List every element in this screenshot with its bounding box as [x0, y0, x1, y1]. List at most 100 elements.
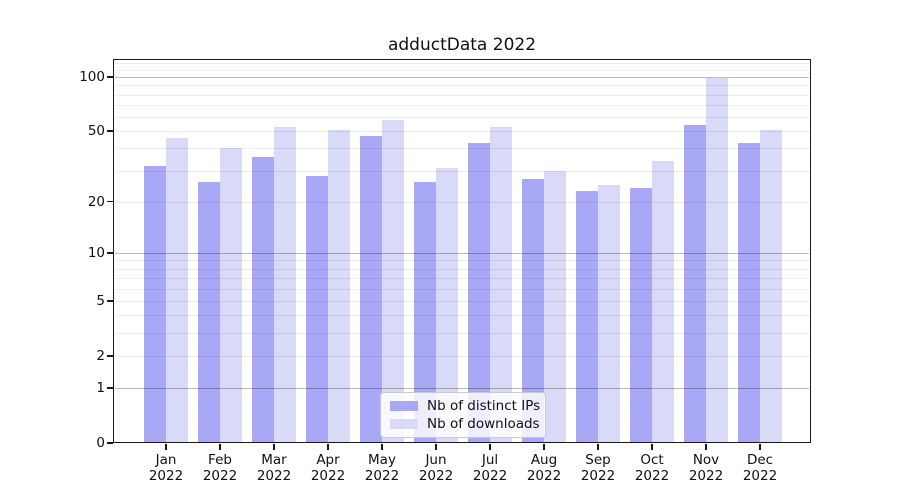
y-tick-label-100: 100: [79, 69, 105, 85]
chart-title: adductData 2022: [387, 35, 537, 55]
x-tick-label-jul: Jul 2022: [460, 452, 520, 484]
legend-label-distinct-ips: Nb of distinct IPs: [427, 398, 541, 414]
y-grid-minor-8: [115, 268, 809, 270]
y-grid-minor-110: [115, 69, 809, 71]
x-tick-label-dec: Dec 2022: [730, 452, 790, 484]
y-tick-2: [107, 355, 113, 357]
x-tick-jun: [435, 444, 437, 450]
y-grid-minor-60: [115, 116, 809, 118]
x-tick-year: 2022: [742, 468, 778, 484]
x-tick-jan: [165, 444, 167, 450]
bar-downloads-jun: [436, 168, 458, 443]
y-tick-50: [107, 130, 113, 132]
x-tick-dec: [759, 444, 761, 450]
y-tick-0: [107, 442, 113, 444]
x-tick-nov: [705, 444, 707, 450]
y-tick-1: [107, 387, 113, 389]
y-tick-label-1: 1: [96, 380, 105, 397]
x-tick-year: 2022: [472, 468, 508, 484]
y-tick-label-5: 5: [96, 292, 105, 309]
y-grid-minor-4: [115, 315, 809, 317]
y-tick-label-2: 2: [96, 347, 105, 364]
legend-swatch-downloads: [390, 419, 418, 429]
x-tick-year: 2022: [256, 468, 292, 484]
bar-distinct-ips-mar: [252, 156, 274, 443]
x-tick-sep: [597, 444, 599, 450]
x-tick-label-sep: Sep 2022: [568, 452, 628, 484]
y-grid-minor-6: [115, 288, 809, 290]
bar-distinct-ips-nov: [684, 125, 706, 443]
bar-downloads-may: [382, 119, 404, 443]
y-tick-label-50: 50: [87, 123, 105, 140]
y-grid-minor-80: [115, 94, 809, 96]
bar-downloads-dec: [760, 129, 782, 443]
x-tick-label-nov: Nov 2022: [676, 452, 736, 484]
y-grid-minor-40: [115, 148, 809, 150]
y-tick-label-10: 10: [87, 244, 105, 261]
y-grid-major-100: [115, 77, 809, 79]
y-tick-label-20: 20: [87, 193, 105, 210]
x-tick-label-oct: Oct 2022: [622, 452, 682, 484]
bar-downloads-jul: [490, 126, 512, 443]
y-grid-minor-7: [115, 278, 809, 280]
bar-distinct-ips-feb: [198, 181, 220, 443]
y-grid-minor-2: [115, 355, 809, 357]
x-tick-year: 2022: [364, 468, 400, 484]
bar-downloads-nov: [706, 77, 728, 443]
x-tick-apr: [327, 444, 329, 450]
bar-downloads-jan: [166, 137, 188, 443]
x-tick-year: 2022: [418, 468, 454, 484]
bar-downloads-mar: [274, 126, 296, 443]
legend-item-downloads: Nb of downloads: [390, 416, 540, 432]
x-tick-label-jan: Jan 2022: [136, 452, 196, 484]
x-tick-year: 2022: [580, 468, 616, 484]
bar-distinct-ips-sep: [576, 190, 598, 443]
x-tick-label-may: May 2022: [352, 452, 412, 484]
y-grid-minor-30: [115, 170, 809, 172]
x-tick-may: [381, 444, 383, 450]
bar-distinct-ips-apr: [306, 175, 328, 443]
bar-downloads-apr: [328, 129, 350, 443]
bar-distinct-ips-dec: [738, 142, 760, 443]
bar-downloads-aug: [544, 170, 566, 443]
bar-downloads-oct: [652, 161, 674, 443]
x-tick-label-aug: Aug 2022: [514, 452, 574, 484]
y-tick-label-0: 0: [96, 435, 105, 451]
y-grid-minor-20: [115, 201, 809, 203]
y-grid-minor-3: [115, 333, 809, 335]
y-grid-major-1: [115, 388, 809, 390]
x-tick-aug: [543, 444, 545, 450]
bar-distinct-ips-jul: [468, 142, 490, 443]
y-tick-10: [107, 252, 113, 254]
legend-swatch-distinct-ips: [390, 401, 418, 411]
x-tick-year: 2022: [526, 468, 562, 484]
x-tick-oct: [651, 444, 653, 450]
y-grid-minor-50: [115, 131, 809, 133]
x-tick-year: 2022: [202, 468, 238, 484]
x-tick-year: 2022: [634, 468, 670, 484]
bar-downloads-sep: [598, 184, 620, 443]
legend-item-distinct-ips: Nb of distinct IPs: [390, 398, 540, 414]
y-grid-minor-9: [115, 260, 809, 262]
y-grid-minor-90: [115, 85, 809, 87]
bar-distinct-ips-jan: [144, 165, 166, 443]
x-tick-year: 2022: [688, 468, 724, 484]
y-grid-minor-70: [115, 104, 809, 106]
y-grid-minor-120: [115, 62, 809, 64]
bar-distinct-ips-jun: [414, 181, 436, 443]
x-tick-mar: [273, 444, 275, 450]
bar-downloads-feb: [220, 148, 242, 443]
y-tick-100: [107, 76, 113, 78]
legend-label-downloads: Nb of downloads: [427, 416, 540, 432]
y-grid-minor-5: [115, 300, 809, 302]
legend: Nb of distinct IPs Nb of downloads: [380, 392, 546, 438]
y-tick-5: [107, 300, 113, 302]
x-tick-feb: [219, 444, 221, 450]
x-tick-jul: [489, 444, 491, 450]
x-tick-label-mar: Mar 2022: [244, 452, 304, 484]
x-tick-label-jun: Jun 2022: [406, 452, 466, 484]
y-tick-20: [107, 200, 113, 203]
bar-distinct-ips-aug: [522, 178, 544, 443]
y-grid-major-10: [115, 252, 809, 255]
